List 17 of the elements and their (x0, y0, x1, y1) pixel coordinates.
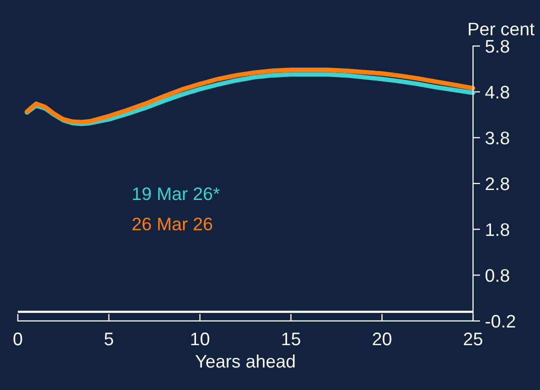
y-tick-label: 4.8 (485, 86, 510, 99)
text: 19 Mar 26* (133, 187, 220, 200)
x-axis-title: Years ahead (195, 354, 295, 368)
x-tick-label: 25 (464, 332, 482, 346)
y-tick-label: -0.2 (486, 314, 516, 328)
x-tick-label: 20 (372, 332, 392, 346)
y-tick-label: 5.8 (486, 40, 510, 53)
y-tick-label: 3.8 (486, 132, 510, 144)
y-tick-label: 1.8 (486, 223, 510, 236)
y-axis-title: Per cent (468, 22, 534, 36)
x-tick-label: 10 (191, 332, 210, 346)
text: 26 Mar 26 (132, 218, 212, 230)
x-tick-label: 15 (282, 332, 300, 346)
x-tick-label: 0 (14, 332, 22, 346)
y-tick-label: 2.8 (486, 177, 510, 190)
x-tick-label: 5 (104, 332, 114, 346)
y-tick-label: 0.8 (486, 269, 510, 282)
